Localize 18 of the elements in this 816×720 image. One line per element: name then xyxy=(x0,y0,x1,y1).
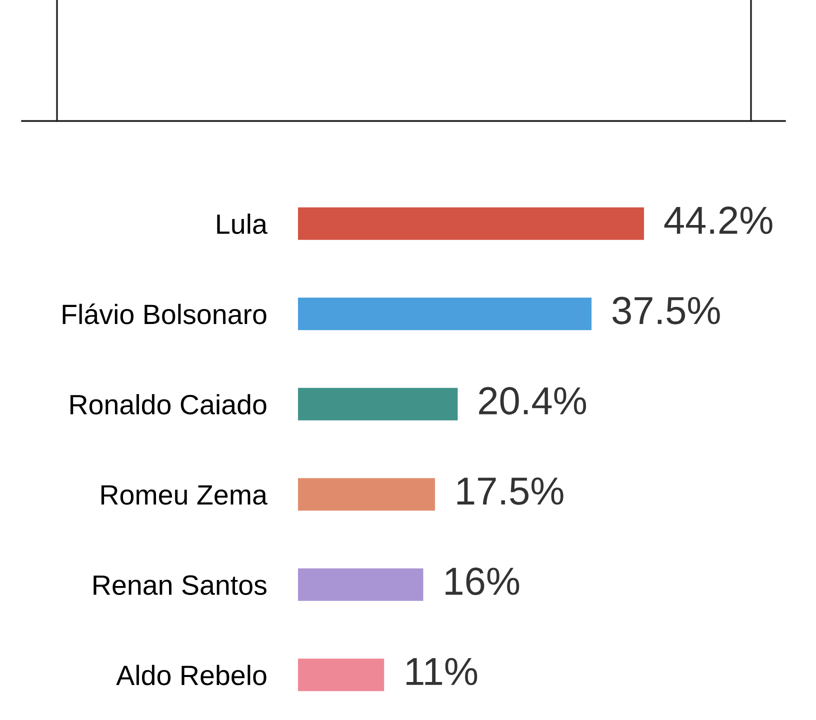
y-tick-label: Romeu Zema xyxy=(101,485,268,505)
y-tick-label: Flávio Bolsonaro xyxy=(62,304,266,324)
y-tick-label: Ronaldo Caiado xyxy=(70,394,266,414)
bar xyxy=(298,388,458,420)
data-label: 11% xyxy=(406,658,478,686)
bar xyxy=(298,298,592,330)
bar xyxy=(298,478,435,511)
data-label: 44.2% xyxy=(664,206,772,234)
data-label: 20.4% xyxy=(479,387,586,415)
y-tick-label: Renan Santos xyxy=(94,575,266,595)
y-tick-label: Lula xyxy=(217,214,268,234)
data-label: 17.5% xyxy=(457,477,564,505)
y-tick-label: Aldo Rebelo xyxy=(116,664,266,686)
data-label: 16% xyxy=(446,568,520,596)
bar xyxy=(298,568,424,601)
data-label: 37.5% xyxy=(612,296,720,324)
bar xyxy=(298,207,644,240)
bar xyxy=(298,658,384,692)
